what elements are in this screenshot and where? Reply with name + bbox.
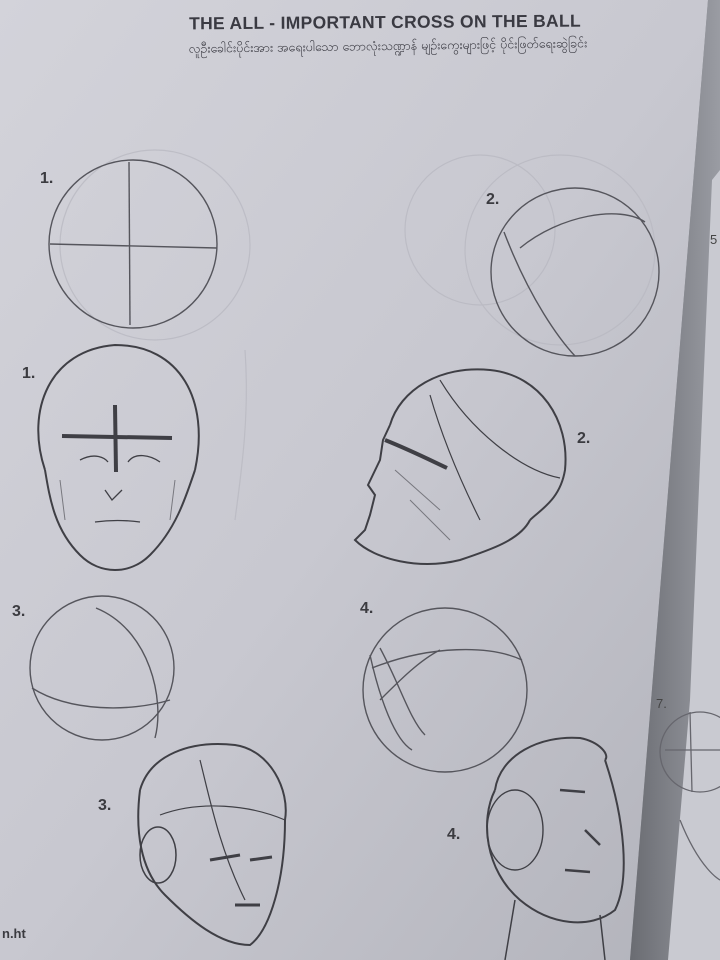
ball-3-label: 3.: [12, 603, 26, 620]
head-1-center-line: [113, 404, 118, 473]
ball-3-sketch: [29, 595, 175, 741]
head-3-label: 3.: [98, 797, 112, 814]
head-1-label: 1.: [22, 365, 36, 382]
ball-3-curve-b: [31, 687, 171, 709]
head-2-label: 2.: [577, 430, 591, 447]
ball-2-label: 2.: [486, 191, 500, 208]
ball-2-sketch: [490, 187, 660, 357]
ball-4-curve-d: [379, 647, 426, 736]
ball-4-circle: [362, 607, 528, 773]
ball-1-circle: [48, 159, 218, 329]
head-2-cranium: [389, 368, 567, 521]
ball-2-curve-a: [503, 231, 576, 357]
ball-1-horizontal-line: [49, 243, 218, 249]
next-page-number-fragment: 5: [710, 232, 718, 247]
ball-4-label: 4.: [360, 600, 374, 617]
head-3-ear: [139, 826, 177, 884]
head-3-face: [137, 789, 286, 947]
ball-1-label: 1.: [40, 170, 54, 187]
head-3-sketch: [137, 743, 287, 947]
page-footer-text: n.ht: [2, 926, 26, 941]
head-1-features: [79, 454, 161, 523]
ball-4-curve-a: [371, 648, 523, 669]
head-2-shading: [394, 469, 451, 541]
head-1-sketch: [37, 343, 200, 571]
head-3-features: [209, 853, 273, 907]
head-4-features: [559, 788, 601, 874]
head-1-shading: [59, 479, 176, 521]
head-4-neck: [504, 899, 606, 960]
head-4-hair: [494, 736, 608, 791]
head-3-cranium: [139, 743, 287, 821]
ball-4-curve-b: [369, 654, 413, 751]
head-1-cranium: [37, 343, 200, 471]
ball-4-curve-c: [379, 649, 441, 701]
head-1-jaw: [44, 469, 196, 571]
head-4-label: 4.: [447, 826, 461, 843]
next-page: [668, 170, 720, 960]
head-2-sketch: [353, 368, 567, 565]
bleed-through: [59, 149, 656, 521]
ball-3-curve-a: [95, 607, 159, 739]
next-page-ball-sketch: [659, 711, 720, 881]
head-4-ear-ball: [486, 789, 544, 871]
head-2-construction: [429, 379, 561, 521]
ball-1-sketch: [48, 159, 218, 329]
head-2-brow-band: [384, 438, 448, 470]
head-4-sketch: [486, 736, 625, 960]
ball-4-sketch: [362, 607, 528, 773]
next-page-step-label: 7.: [656, 696, 667, 711]
ball-1-vertical-line: [128, 161, 131, 326]
ball-2-curve-b: [519, 213, 646, 249]
ball-3-circle: [29, 595, 175, 741]
page-title: THE ALL - IMPORTANT CROSS ON THE BALL: [188, 10, 581, 34]
head-3-construction: [159, 759, 286, 901]
head-2-face: [353, 424, 531, 565]
